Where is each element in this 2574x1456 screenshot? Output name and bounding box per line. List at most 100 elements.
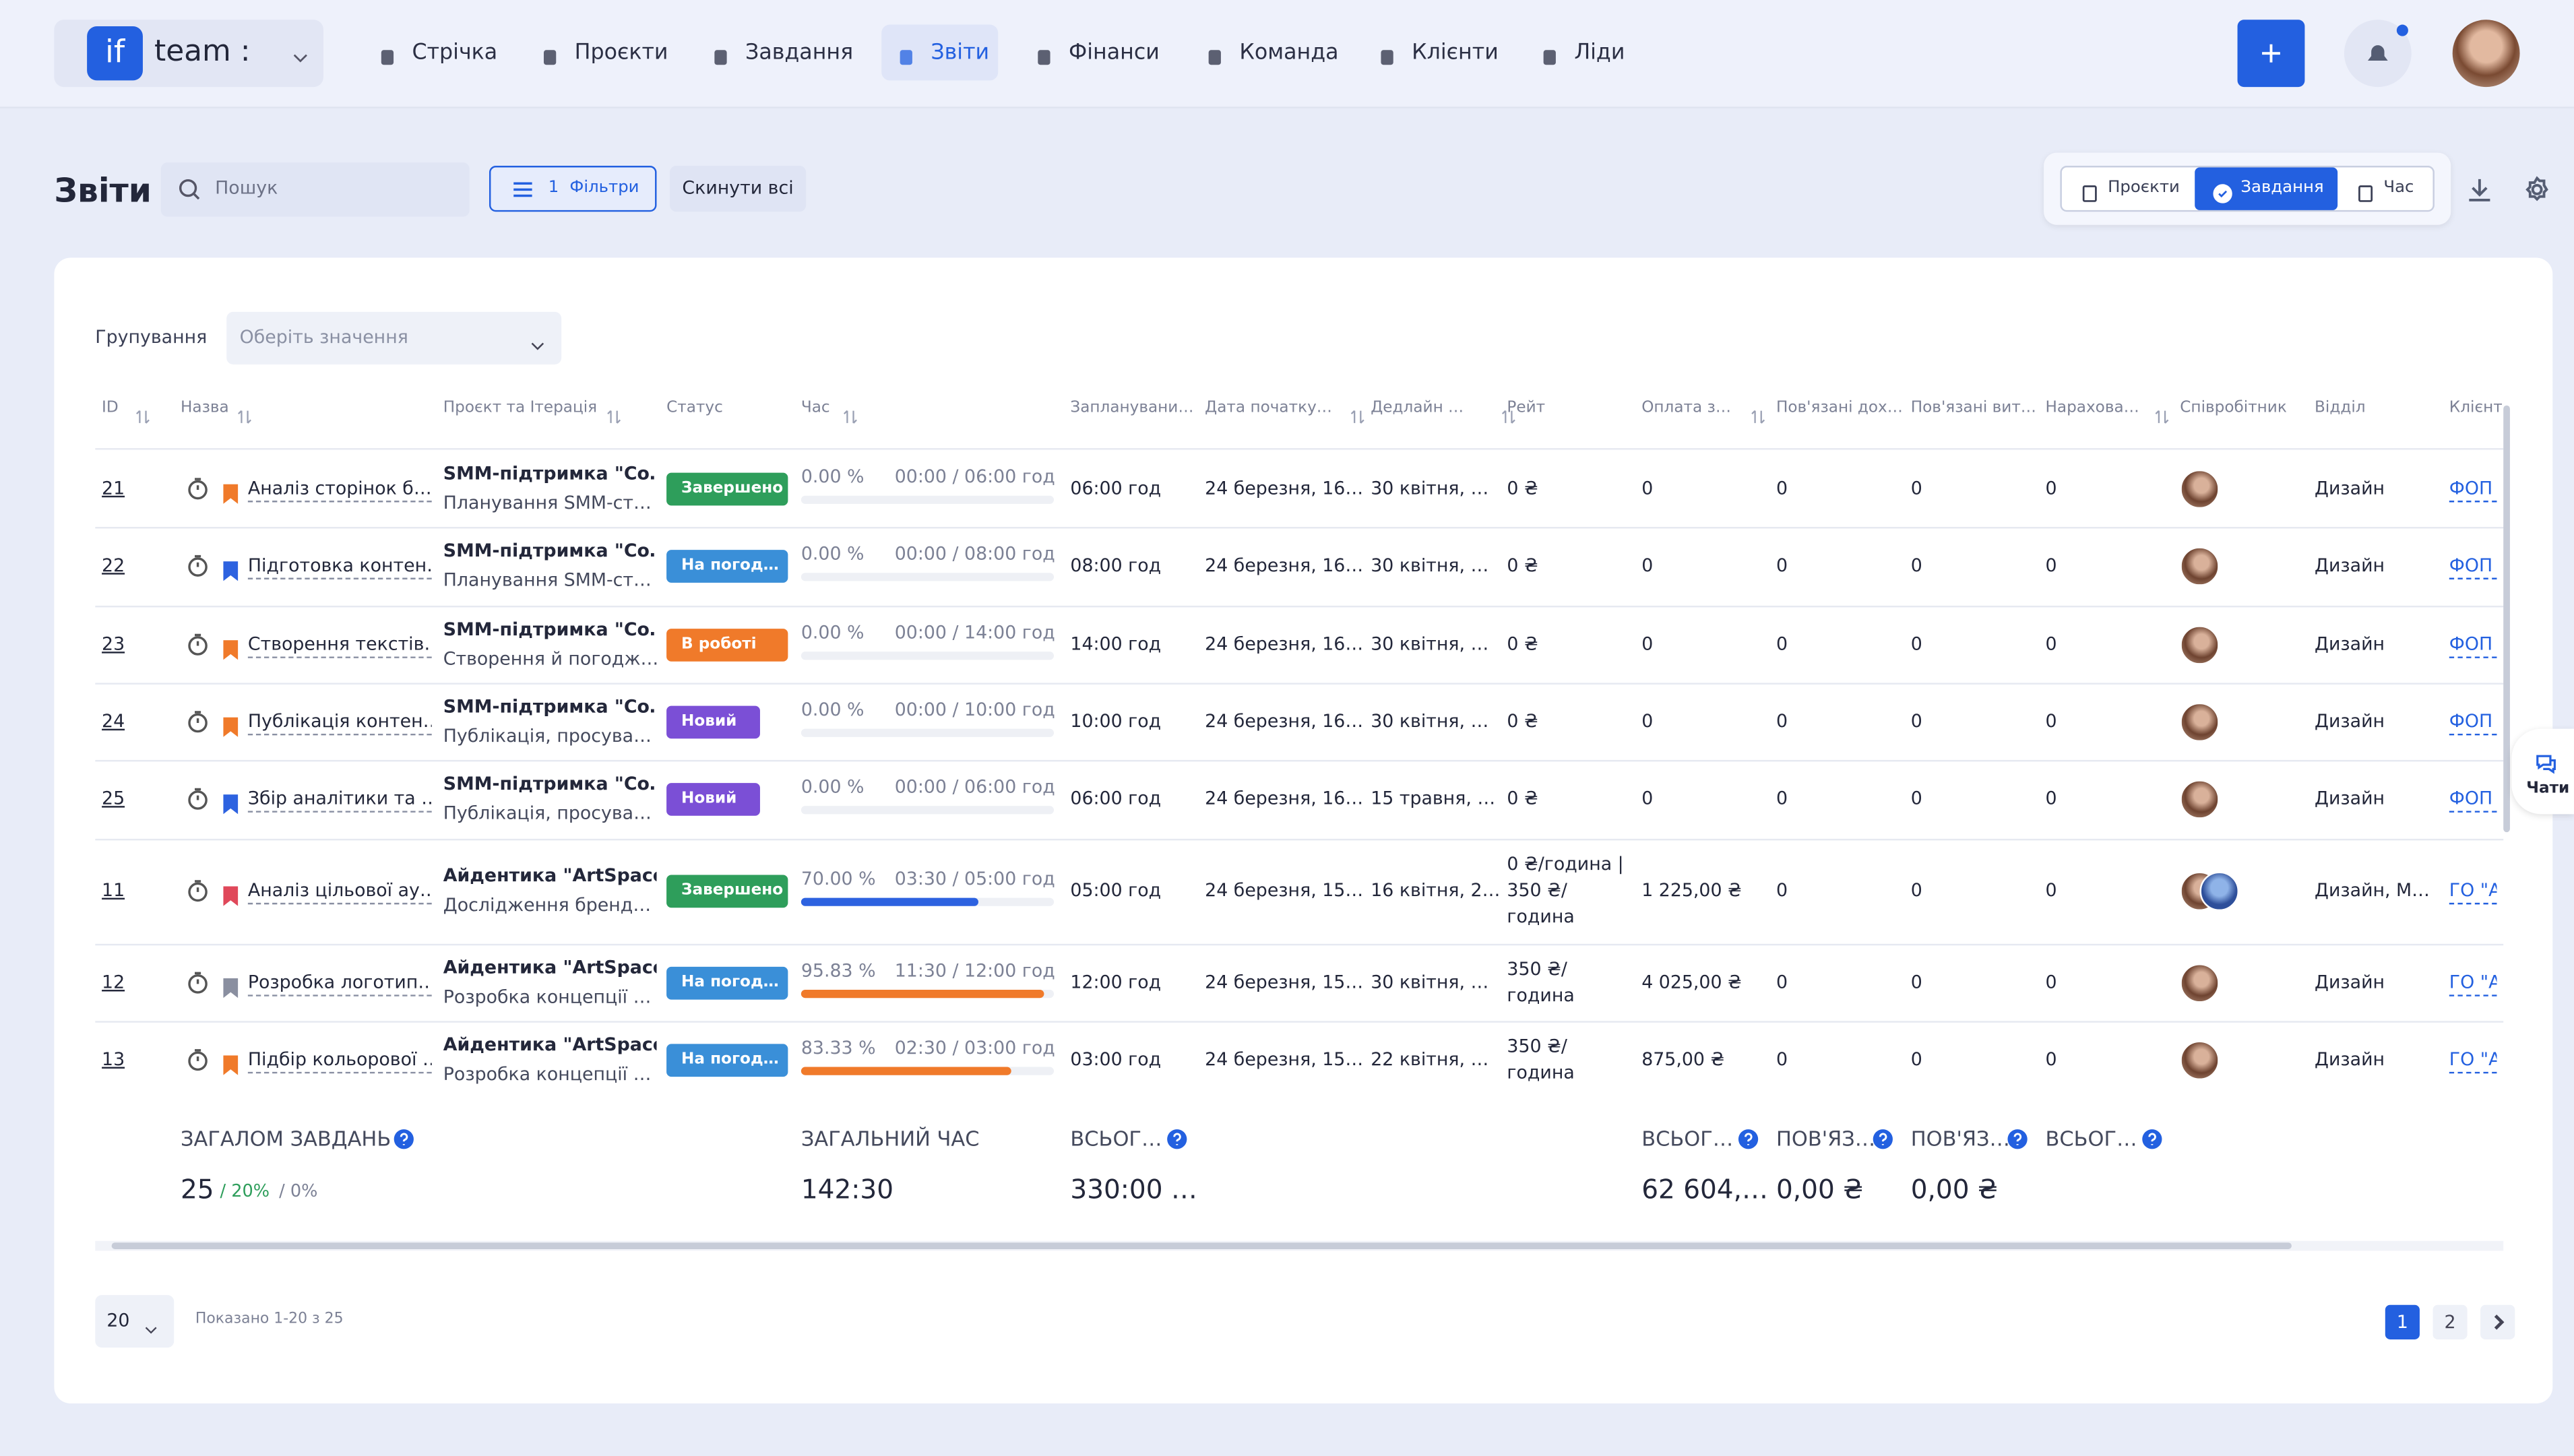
column-header[interactable]: ID [102,398,119,417]
column-header[interactable]: Дедлайн … [1371,398,1464,417]
grouping-select[interactable]: Оберіть значення [226,311,562,365]
column-header[interactable]: Дата початку… [1205,398,1332,417]
task-name[interactable]: Аналіз сторінок б… [247,477,432,502]
priority-flag [223,635,239,660]
workspace-name: team : [154,34,251,69]
chat-tab[interactable]: Чати [2511,728,2574,815]
page-button[interactable]: 1 [2385,1304,2420,1339]
view-label: Проєкти [2108,179,2180,197]
totals-label: ЗАГАЛОМ ЗАВДАНЬ [180,1126,391,1151]
column-header[interactable]: Пов'язані дох… [1776,398,1903,417]
row-divider [95,527,2504,529]
totals-value: 62 604,… [1641,1173,1768,1205]
view-option[interactable]: Час [2337,167,2435,210]
notifications[interactable] [2344,20,2412,88]
progress-bar [801,988,1044,997]
client[interactable]: ФОП І [2449,477,2497,502]
page-button[interactable]: 2 [2432,1304,2468,1339]
client[interactable]: ГО "А [2449,1049,2497,1074]
view-icon [2213,179,2232,203]
department: Дизайн [2315,555,2385,577]
filters-button[interactable]: 1 Фільтри [489,166,657,212]
workspace-switcher[interactable]: if team : [54,20,323,88]
employee-avatar [2180,468,2220,509]
chat-icon [2534,750,2557,774]
priority-flag [223,478,239,503]
next-page[interactable] [2480,1304,2515,1339]
view-toggle-panel: Проєкти Завдання Час [2044,152,2451,225]
filter-label: Фільтри [569,179,639,197]
client[interactable]: ФОП І [2449,633,2497,658]
totals-label: ЗАГАЛЬНИЙ ЧАС [801,1126,980,1151]
nav-label: Фінанси [1068,40,1160,66]
status-badge: В роботі [666,627,788,661]
task-name[interactable]: Аналіз цільової ау… [247,880,432,905]
priority-flag [223,1050,239,1075]
employee-avatar [2180,546,2220,586]
related-expense: 0 [1910,971,1922,992]
user-avatar[interactable] [2452,20,2520,88]
client[interactable]: ФОП І [2449,788,2497,813]
priority-flag [223,790,239,815]
sort-icon [1750,400,1766,424]
time-label: 11:30 / 12:00 год [894,959,1055,981]
task-name[interactable]: Підбір кольорової … [247,1049,432,1074]
grouping-placeholder: Оберіть значення [239,326,408,348]
page-size-select[interactable]: 20 [95,1295,175,1348]
column-header[interactable]: Клієнт [2449,398,2503,417]
sort-icon [135,400,151,424]
related-income: 0 [1776,555,1788,577]
planned-time: 06:00 год [1070,476,1162,499]
client[interactable]: ГО "А [2449,971,2497,996]
time-label: 00:00 / 14:00 год [894,621,1055,643]
settings-button[interactable] [2523,176,2550,203]
client[interactable]: ФОП І [2449,710,2497,735]
totals-value: 0,00 ₴ [1910,1173,1999,1205]
column-header[interactable]: Відділ [2315,398,2366,417]
totals-value: 142:30 [801,1173,894,1205]
rate: 0 ₴ [1507,555,1538,577]
employee-avatar [2199,871,2239,912]
client[interactable]: ГО "А [2449,880,2497,905]
task-id: 21 [102,476,125,499]
task-name[interactable]: Розробка логотип… [247,971,432,996]
help-icon [2142,1129,2162,1149]
task-name[interactable]: Публікація контен… [247,710,432,735]
column-header[interactable]: Назва [180,398,229,417]
department: Дизайн [2315,788,2385,810]
h-scroll-thumb [111,1242,2292,1249]
task-name[interactable]: Створення текстів… [247,633,432,658]
download-button[interactable] [2466,176,2493,203]
view-option[interactable]: Завдання [2195,167,2338,210]
column-header[interactable]: Пов'язані вит… [1910,398,2036,417]
time-label: 00:00 / 10:00 год [894,698,1055,720]
column-header[interactable]: Запланувани… [1070,398,1194,417]
chat-label: Чати [2526,780,2570,798]
column-header[interactable]: Оплата з… [1641,398,1732,417]
project-name: SMM-підтримка "Co… [443,540,657,562]
payment: 875,00 ₴ [1641,1048,1725,1071]
column-header[interactable]: Проєкт та Ітерація [443,398,598,417]
planned-time: 08:00 год [1070,555,1162,577]
iteration-name: Публікація, просува… [443,724,652,747]
view-option[interactable]: Проєкти [2062,167,2195,210]
related-income: 0 [1776,879,1788,901]
column-header[interactable]: Час [801,398,830,417]
column-header[interactable]: Нарахова… [2045,398,2139,417]
time-label: 00:00 / 06:00 год [894,776,1055,798]
search-input[interactable]: Пошук [160,162,470,217]
column-header[interactable]: Співробітник [2180,398,2287,417]
chevron [290,42,310,63]
reset-button[interactable]: Скинути всі [669,166,807,212]
column-header[interactable]: Рейт [1507,398,1546,417]
totals-value: 0,00 ₴ [1776,1173,1864,1205]
related-expense: 0 [1910,709,1922,732]
time-label: 03:30 / 05:00 год [894,868,1055,890]
column-header[interactable]: Статус [666,398,723,417]
task-name[interactable]: Підготовка контен… [247,555,432,579]
filter-count: 1 [548,179,559,197]
add-button[interactable] [2237,20,2305,88]
task-name[interactable]: Збір аналітики та … [247,788,432,813]
client[interactable]: ФОП І [2449,555,2497,579]
